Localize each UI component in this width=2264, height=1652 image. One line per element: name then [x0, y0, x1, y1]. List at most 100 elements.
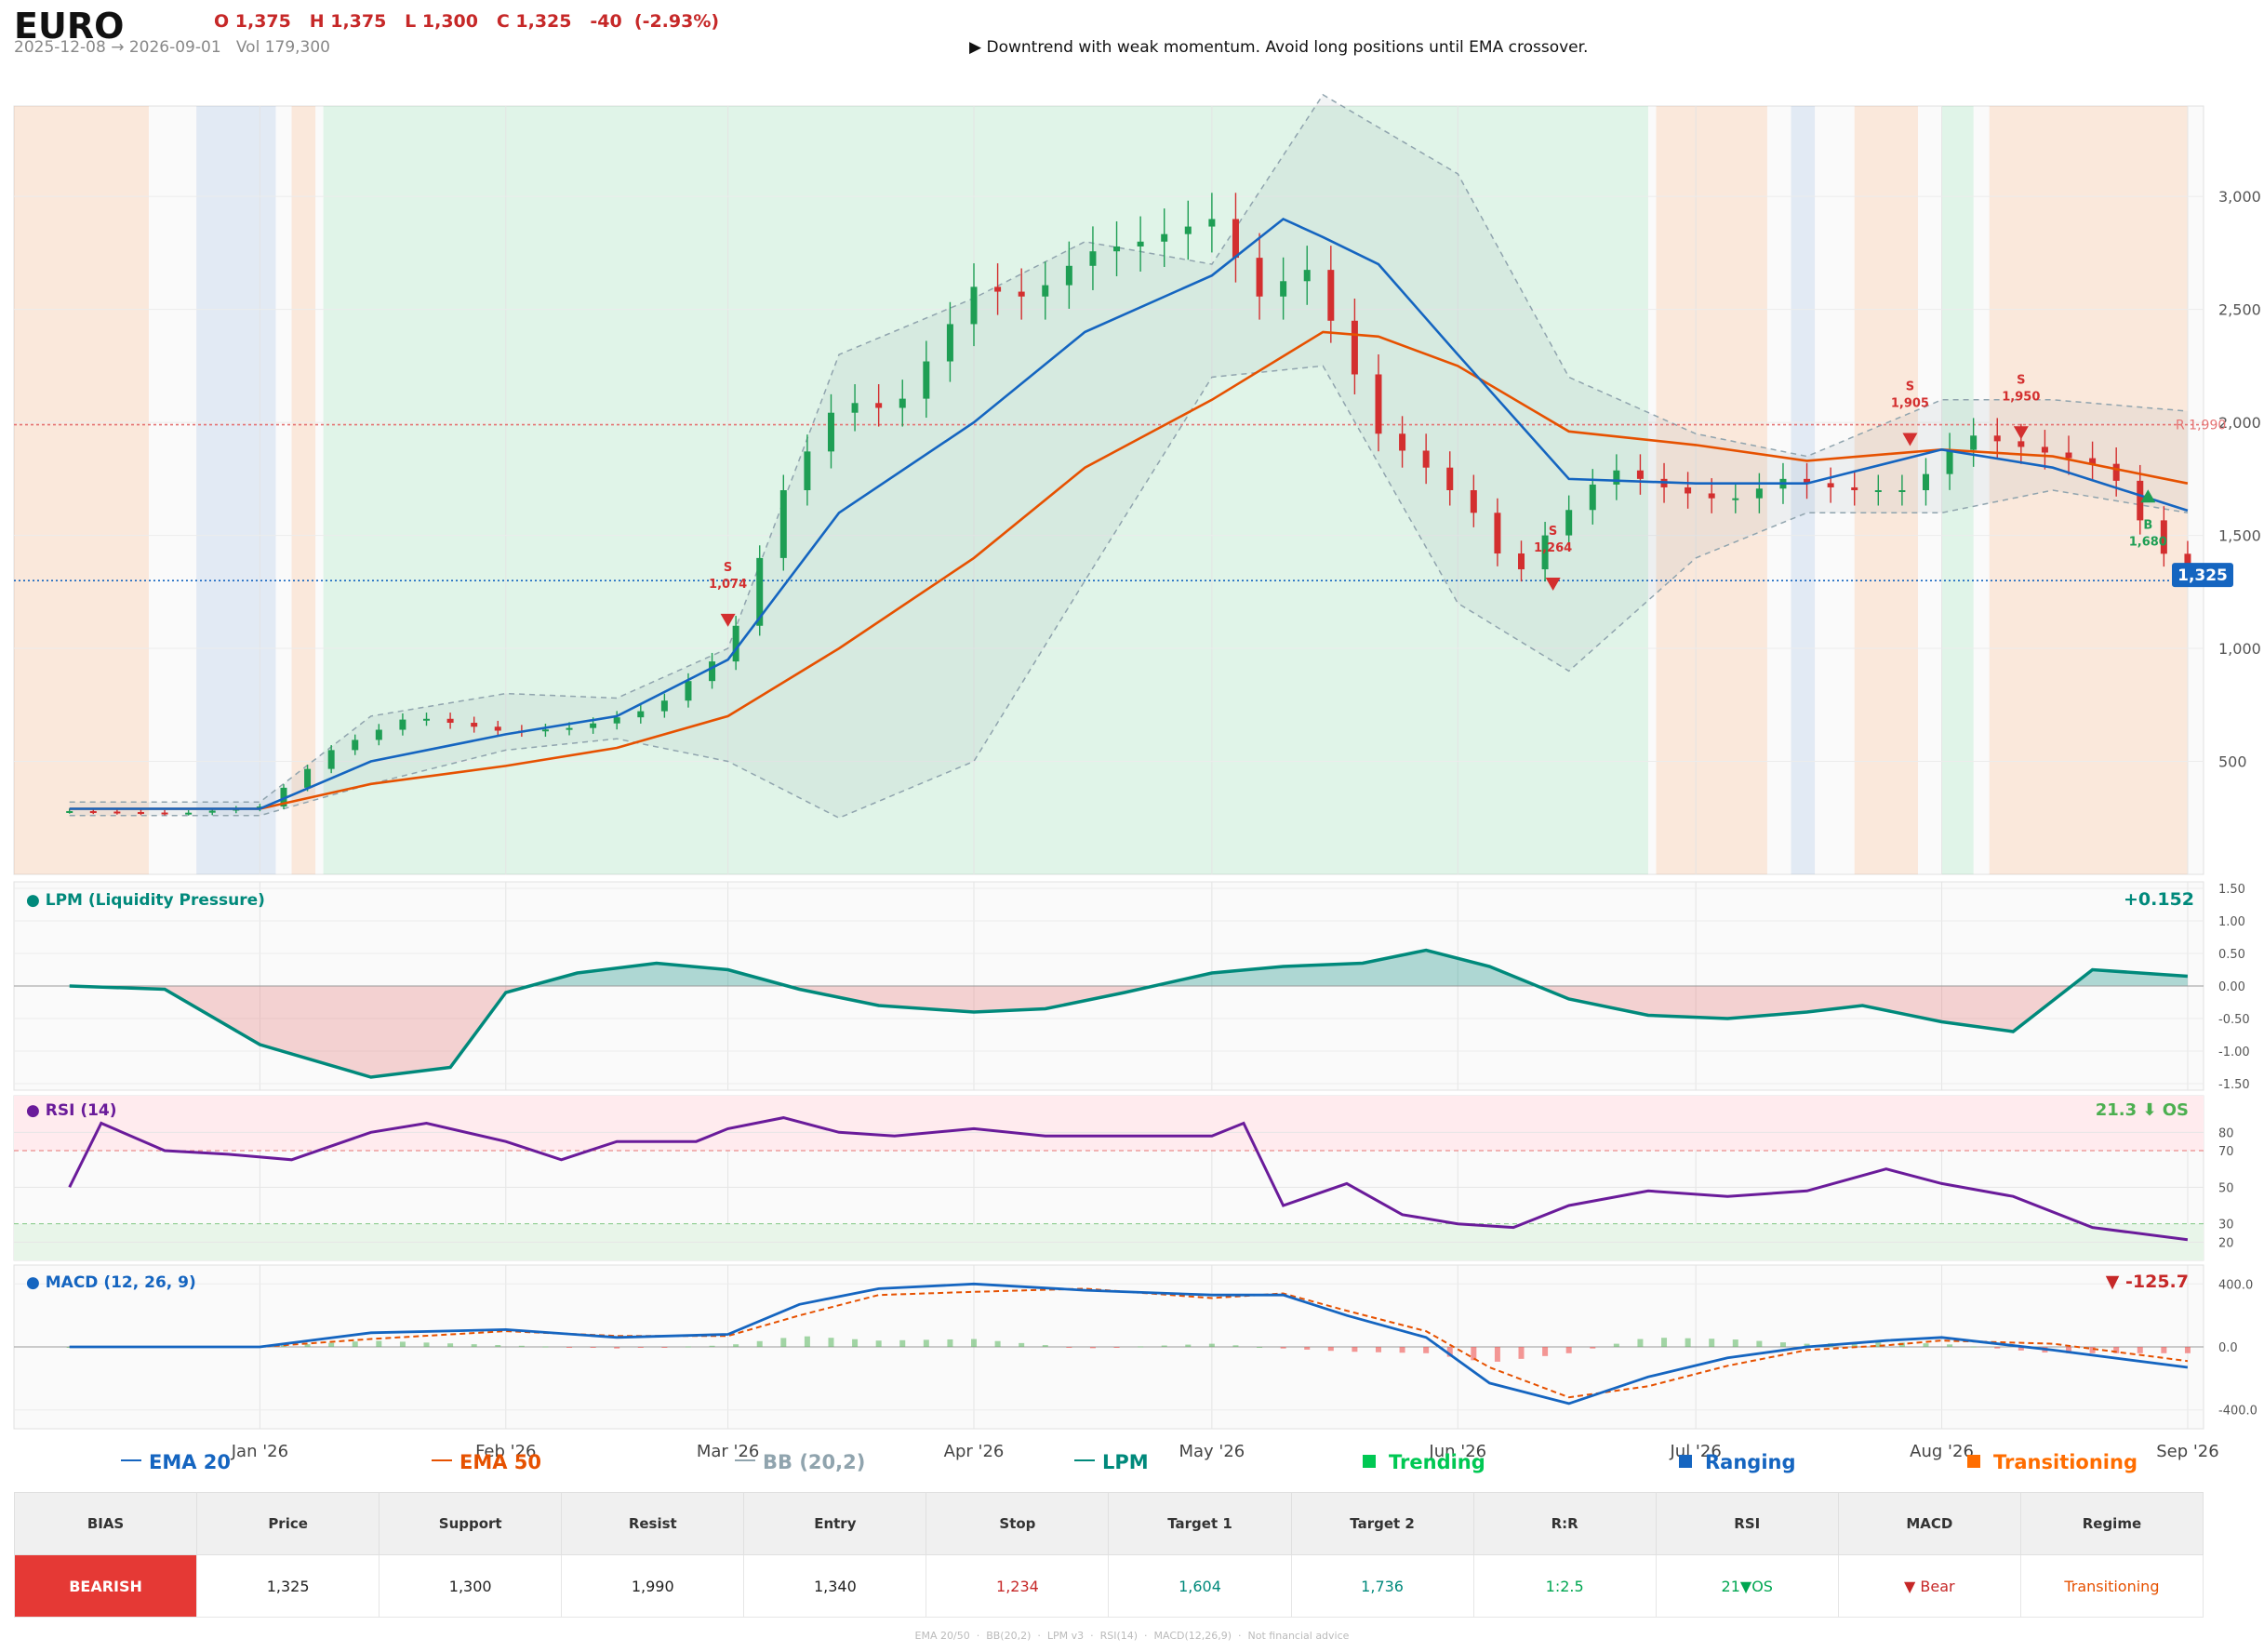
candle-body	[1565, 510, 1573, 536]
macd-histogram-bar	[1232, 1345, 1239, 1347]
macd-histogram-bar	[1851, 1342, 1858, 1347]
regime-band	[1941, 106, 1974, 874]
stop-value: 1,234	[926, 1554, 1110, 1618]
col-regime: Regime	[2019, 1492, 2204, 1555]
macd-histogram-bar	[1304, 1347, 1311, 1350]
macd-histogram-bar	[1613, 1343, 1619, 1347]
macd-histogram-bar	[780, 1338, 787, 1347]
candle-body	[1184, 226, 1192, 234]
signal-value-label: 1,905	[1891, 397, 1929, 411]
legend-lpm: LPM	[1074, 1451, 1149, 1473]
macd-histogram-bar	[2137, 1347, 2143, 1353]
regime-band	[1989, 106, 2188, 874]
macd-histogram-bar	[495, 1345, 501, 1347]
candle-body	[1137, 241, 1144, 246]
macd-histogram-bar	[1446, 1347, 1453, 1357]
candle-body	[375, 729, 382, 740]
trade-summary-table: BIAS Price Support Resist Entry Stop Tar…	[13, 1492, 2204, 1618]
legend-transitioning-label: Transitioning	[1993, 1451, 2137, 1473]
macd-histogram-bar	[447, 1343, 454, 1347]
macd-histogram-bar	[733, 1344, 739, 1347]
col-target1: Target 1	[1108, 1492, 1292, 1555]
macd-histogram-bar	[542, 1346, 549, 1348]
col-bias: BIAS	[13, 1492, 198, 1555]
candle-body	[827, 412, 834, 452]
candle-body	[1208, 219, 1216, 227]
candle-body	[208, 810, 216, 813]
candle-body	[1993, 435, 2001, 442]
legend-ema50: EMA 50	[432, 1451, 541, 1473]
macd-histogram-bar	[923, 1339, 929, 1347]
chart-canvas: Jan '26 Feb '26 Mar '26 Apr '26 May '26 Jun '…	[13, 93, 2261, 1460]
lpm-negative-area	[69, 986, 2188, 1077]
macd-value: ▼ -125.7	[2106, 1272, 2189, 1292]
legend-ranging-label: Ranging	[1705, 1451, 1796, 1473]
x-tick-label: Jun '26	[1428, 1442, 1486, 1460]
legend-lpm-label: LPM	[1102, 1451, 1149, 1473]
macd-histogram-bar	[471, 1344, 477, 1347]
candle-body	[1613, 470, 1620, 485]
candle-body	[1970, 435, 1978, 450]
col-rr: R:R	[1472, 1492, 1657, 1555]
candle-body	[1804, 478, 1811, 484]
macd-histogram-bar	[2113, 1347, 2120, 1353]
signal-value-label: 1,950	[2002, 390, 2040, 404]
macd-histogram-bar	[1494, 1347, 1500, 1362]
x-tick-label: Apr '26	[944, 1442, 1005, 1460]
candle-body	[352, 739, 359, 751]
candle-body	[423, 718, 431, 721]
macd-histogram-bar	[1565, 1347, 1572, 1353]
analysis-note: ▶ Downtrend with weak momentum. Avoid lo…	[969, 38, 1589, 57]
x-tick-label: Feb '26	[475, 1442, 536, 1460]
signal-value-label: 1,264	[1534, 541, 1572, 555]
sell-signal-marker	[1545, 578, 1561, 592]
candle-body	[1589, 484, 1596, 511]
macd-histogram-bar	[1066, 1347, 1072, 1348]
target1-value: 1,604	[1108, 1554, 1292, 1618]
macd-histogram-bar	[685, 1346, 691, 1348]
col-support: Support	[379, 1492, 563, 1555]
ema20-line	[69, 217, 2189, 810]
macd-title: ● MACD (12, 26, 9)	[26, 1273, 196, 1292]
lpm-tick-label: 1.00	[2218, 915, 2245, 929]
macd-histogram-bar	[1399, 1347, 1405, 1353]
candle-body	[1327, 270, 1335, 321]
candle-body	[1399, 433, 1406, 451]
macd-histogram-bar	[661, 1347, 668, 1348]
candle-body	[2112, 463, 2120, 481]
lpm-tick-label: -0.50	[2218, 1013, 2250, 1027]
macd-histogram-bar	[1138, 1346, 1144, 1348]
candle-body	[113, 811, 121, 814]
lpm-title: ● LPM (Liquidity Pressure)	[26, 891, 265, 910]
candle-body	[1827, 483, 1834, 487]
macd-histogram-bar	[947, 1339, 953, 1347]
macd-line	[69, 1282, 2189, 1406]
rsi-tick-label: 20	[2218, 1236, 2234, 1250]
price-value: 1,325	[196, 1554, 380, 1618]
macd-histogram-bar	[709, 1345, 715, 1347]
candle-body	[1113, 246, 1121, 252]
ema50-swatch	[432, 1459, 452, 1461]
candle-body	[590, 723, 597, 728]
candle-body	[304, 768, 312, 788]
macd-histogram-bar	[376, 1340, 382, 1347]
macd-histogram-bar	[518, 1345, 525, 1347]
bollinger-band-fill	[69, 94, 2188, 819]
candle-body	[66, 810, 73, 813]
candle-body	[1732, 498, 1739, 500]
candle-body	[1898, 490, 1906, 492]
rsi-overbought-zone	[14, 1096, 2204, 1151]
regime-band	[196, 106, 276, 874]
legend-trending: Trending	[1363, 1451, 1485, 1473]
price-tick-label: 1,000	[2218, 640, 2261, 658]
legend-ema20: EMA 20	[121, 1451, 231, 1473]
macd-histogram-bar	[1875, 1342, 1882, 1347]
macd-histogram-bar	[1208, 1343, 1215, 1347]
date-range-volume: 2025-12-08 → 2026-09-01 Vol 179,300	[14, 38, 330, 57]
macd-histogram-bar	[1471, 1347, 1477, 1361]
macd-histogram-bar	[1518, 1347, 1525, 1359]
candle-body	[923, 361, 930, 399]
candle-body	[1065, 265, 1072, 286]
candle-body	[471, 723, 478, 727]
candle-body	[2018, 441, 2025, 447]
